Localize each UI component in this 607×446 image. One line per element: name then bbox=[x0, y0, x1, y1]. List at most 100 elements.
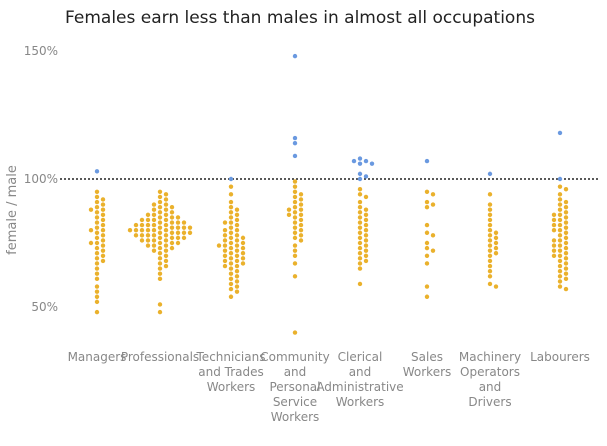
below-parity-point bbox=[151, 207, 157, 212]
below-parity-point bbox=[94, 230, 100, 235]
below-parity-point bbox=[228, 281, 234, 287]
below-parity-point bbox=[100, 212, 106, 218]
below-parity-point bbox=[234, 217, 240, 223]
below-parity-point bbox=[94, 294, 100, 299]
below-parity-point bbox=[100, 197, 106, 202]
below-parity-point bbox=[487, 212, 493, 218]
below-parity-point bbox=[424, 230, 430, 235]
below-parity-point bbox=[563, 240, 569, 246]
x-category-label: Professionals bbox=[121, 350, 199, 364]
below-parity-point bbox=[424, 189, 430, 194]
below-parity-point bbox=[487, 253, 493, 258]
below-parity-point bbox=[100, 217, 106, 223]
below-parity-point bbox=[493, 245, 499, 251]
below-parity-point bbox=[94, 289, 100, 294]
below-parity-point bbox=[487, 202, 493, 207]
x-category-label: Managers bbox=[68, 350, 127, 364]
below-parity-point bbox=[228, 240, 234, 246]
below-parity-point bbox=[551, 253, 557, 258]
x-category-label: Sales Workers bbox=[403, 350, 452, 379]
below-parity-point bbox=[234, 228, 240, 233]
below-parity-point bbox=[286, 207, 292, 212]
above-parity-point bbox=[94, 169, 100, 174]
below-parity-point bbox=[139, 233, 145, 238]
below-parity-point bbox=[557, 228, 563, 233]
below-parity-point bbox=[493, 284, 499, 289]
below-parity-point bbox=[151, 233, 157, 238]
below-parity-point bbox=[563, 286, 569, 292]
below-parity-point bbox=[133, 233, 139, 238]
below-parity-point bbox=[157, 256, 163, 261]
below-parity-point bbox=[292, 235, 298, 241]
below-parity-point bbox=[228, 225, 234, 230]
below-parity-point bbox=[157, 309, 163, 315]
below-parity-point bbox=[151, 228, 157, 233]
below-parity-point bbox=[557, 202, 563, 207]
below-parity-point bbox=[357, 261, 363, 266]
below-parity-point bbox=[298, 207, 304, 212]
below-parity-point bbox=[94, 245, 100, 251]
x-category-label: Technicians and Trades Workers bbox=[196, 350, 266, 394]
below-parity-point bbox=[228, 220, 234, 225]
below-parity-point bbox=[139, 217, 145, 223]
below-parity-point bbox=[100, 202, 106, 207]
below-parity-point bbox=[94, 251, 100, 256]
below-parity-point bbox=[563, 199, 569, 205]
below-parity-point bbox=[187, 225, 193, 230]
below-parity-point bbox=[357, 230, 363, 235]
below-parity-point bbox=[424, 222, 430, 228]
below-parity-point bbox=[94, 261, 100, 266]
below-parity-point bbox=[157, 210, 163, 215]
below-parity-point bbox=[175, 235, 181, 241]
below-parity-point bbox=[157, 266, 163, 271]
below-parity-point bbox=[100, 222, 106, 228]
below-parity-point bbox=[145, 222, 151, 228]
below-parity-point bbox=[228, 192, 234, 197]
below-parity-point bbox=[94, 220, 100, 225]
below-parity-point bbox=[94, 215, 100, 220]
below-parity-point bbox=[551, 243, 557, 248]
above-parity-point bbox=[487, 171, 493, 177]
below-parity-point bbox=[557, 263, 563, 269]
below-parity-point bbox=[157, 235, 163, 241]
below-parity-point bbox=[163, 258, 169, 264]
below-parity-point bbox=[163, 217, 169, 223]
below-parity-point bbox=[100, 238, 106, 243]
below-parity-point bbox=[94, 256, 100, 261]
below-parity-point bbox=[557, 217, 563, 223]
below-parity-point bbox=[169, 240, 175, 246]
below-parity-point bbox=[133, 222, 139, 228]
below-parity-point bbox=[169, 210, 175, 215]
below-parity-point bbox=[234, 243, 240, 248]
below-parity-point bbox=[363, 194, 369, 200]
below-parity-point bbox=[240, 251, 246, 256]
below-parity-point bbox=[357, 281, 363, 287]
below-parity-point bbox=[563, 256, 569, 261]
below-parity-point bbox=[357, 210, 363, 215]
below-parity-point bbox=[357, 251, 363, 256]
below-parity-point bbox=[145, 238, 151, 243]
below-parity-point bbox=[94, 284, 100, 289]
above-parity-point bbox=[292, 140, 298, 146]
below-parity-point bbox=[563, 187, 569, 192]
below-parity-point bbox=[551, 212, 557, 218]
below-parity-point bbox=[234, 238, 240, 243]
below-parity-point bbox=[424, 261, 430, 266]
above-parity-point bbox=[292, 135, 298, 141]
y-axis-ticks: 50% 100% 150% bbox=[24, 44, 58, 314]
below-parity-point bbox=[222, 263, 228, 269]
below-parity-point bbox=[551, 228, 557, 233]
below-parity-point bbox=[298, 228, 304, 233]
above-parity-point bbox=[292, 53, 298, 59]
below-parity-point bbox=[169, 204, 175, 210]
below-parity-point bbox=[557, 279, 563, 284]
below-parity-point bbox=[234, 289, 240, 294]
below-parity-point bbox=[430, 202, 436, 207]
below-parity-point bbox=[163, 192, 169, 197]
below-parity-point bbox=[563, 204, 569, 210]
y-axis-label: female / male bbox=[5, 165, 20, 255]
below-parity-point bbox=[88, 228, 94, 233]
below-parity-point bbox=[240, 245, 246, 251]
below-parity-point bbox=[298, 217, 304, 223]
